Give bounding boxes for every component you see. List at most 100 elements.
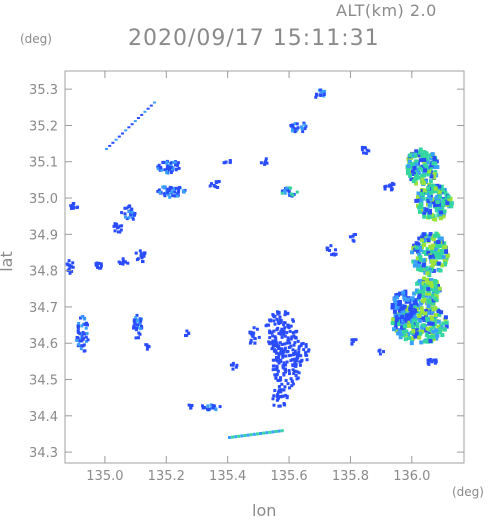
echo-cell — [265, 161, 269, 165]
echo-cell — [231, 363, 235, 367]
echo-cell — [137, 117, 140, 119]
echo-cell — [268, 329, 272, 333]
echo-cell — [425, 318, 430, 323]
echo-cell — [133, 120, 137, 123]
echo-cell — [127, 126, 131, 129]
echo-cell — [421, 289, 426, 294]
echo-cell — [246, 433, 250, 437]
echo-cell — [430, 263, 435, 267]
echo-cell — [277, 310, 281, 314]
echo-cell — [420, 164, 425, 169]
echo-cell — [271, 368, 275, 372]
echo-cell — [418, 331, 423, 336]
echo-cell — [268, 331, 272, 335]
echo-cell — [421, 316, 426, 321]
echo-cell — [435, 290, 440, 295]
echo-cell — [407, 159, 412, 164]
echo-cell — [133, 213, 136, 217]
echo-cell — [76, 336, 80, 340]
echo-cell — [286, 382, 290, 386]
echo-cell — [419, 238, 424, 243]
echo-cell — [287, 190, 291, 193]
echo-cell — [430, 152, 435, 157]
echo-cell — [293, 341, 297, 345]
echo-cell — [431, 301, 435, 306]
echo-cell — [427, 169, 432, 174]
echo-cell — [231, 367, 235, 371]
echo-cell — [421, 181, 426, 186]
echo-cell — [410, 296, 415, 301]
echo-cell — [120, 211, 124, 215]
echo-cell — [430, 183, 435, 188]
echo-cell — [419, 248, 424, 252]
echo-cell — [189, 406, 193, 410]
echo-cell — [436, 255, 441, 260]
echo-cell — [409, 177, 414, 182]
x-tick-label: 135.0 — [86, 469, 123, 484]
echo-cell — [400, 305, 405, 310]
echo-cell — [293, 349, 297, 353]
echo-cell — [273, 389, 277, 392]
echo-cell — [417, 319, 422, 324]
echo-cell — [292, 343, 296, 347]
echo-cell — [398, 335, 403, 340]
echo-cell — [362, 151, 365, 155]
echo-cell — [277, 356, 280, 360]
echo-cell — [86, 338, 90, 342]
echo-cell — [293, 130, 297, 134]
echo-cell — [77, 331, 80, 334]
echo-cell — [121, 262, 125, 266]
echo-cell — [438, 326, 443, 331]
echo-cell — [273, 340, 277, 344]
echo-cell — [137, 331, 141, 335]
echo-cell — [443, 262, 448, 267]
echo-cell — [406, 170, 410, 175]
echo-cell — [398, 328, 403, 333]
echo-cell — [436, 213, 441, 218]
echo-cell — [411, 313, 416, 318]
echo-cell — [95, 261, 99, 265]
echo-cell — [271, 345, 275, 349]
echo-cell — [288, 386, 291, 390]
echo-cell — [408, 153, 413, 158]
echo-cell — [354, 338, 358, 342]
echo-cell — [286, 338, 290, 342]
echo-cell — [434, 251, 438, 255]
echo-cell — [408, 173, 413, 178]
echo-cell — [165, 162, 169, 166]
echo-cell — [300, 358, 304, 362]
echo-cell — [431, 329, 436, 334]
echo-cell — [277, 396, 280, 400]
y-tick-label: 34.4 — [29, 410, 58, 425]
echo-cell — [397, 322, 402, 327]
echo-cell — [439, 252, 444, 257]
echo-cell — [394, 293, 399, 298]
echo-cell — [185, 333, 189, 337]
echo-cell — [140, 324, 143, 328]
echo-cell — [297, 347, 301, 351]
echo-cell — [201, 404, 204, 408]
echo-cell — [284, 370, 288, 374]
echo-cell — [441, 321, 446, 326]
echo-cell — [129, 212, 133, 216]
echo-cell — [427, 215, 432, 219]
echo-cell — [271, 358, 275, 362]
echo-cell — [418, 257, 423, 262]
echo-cell — [263, 161, 267, 165]
echo-cell — [278, 318, 282, 322]
y-tick-label: 35.0 — [29, 192, 58, 207]
echo-cell — [123, 206, 127, 210]
echo-cell — [440, 333, 445, 338]
echo-cell — [278, 358, 282, 362]
echo-cell — [411, 259, 416, 264]
echo-cell — [304, 351, 308, 355]
echo-cell — [286, 349, 290, 353]
echo-cell — [430, 309, 435, 314]
echo-cell — [429, 190, 434, 195]
echo-cell — [436, 234, 441, 239]
echo-cell — [422, 150, 427, 155]
echo-cell — [97, 261, 101, 265]
echo-cell — [116, 230, 120, 234]
echo-cell — [426, 238, 431, 243]
echo-cell — [429, 280, 433, 285]
